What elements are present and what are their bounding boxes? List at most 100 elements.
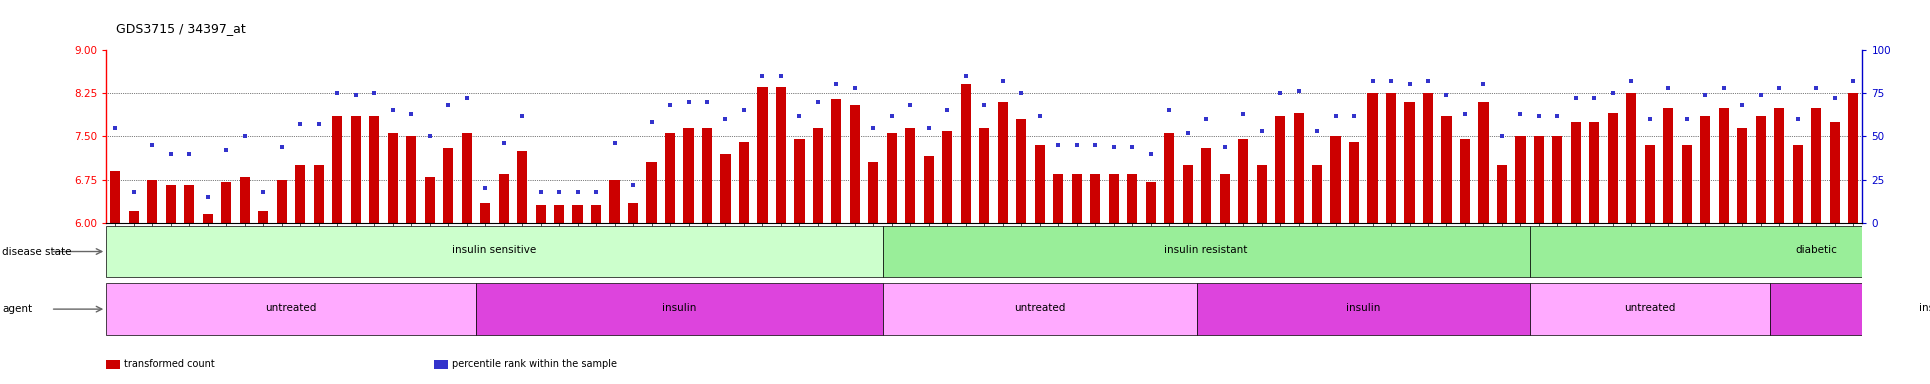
Bar bbox=[1034, 145, 1044, 223]
Text: transformed count: transformed count bbox=[124, 359, 214, 369]
Text: insulin: insulin bbox=[1918, 303, 1930, 313]
Bar bbox=[666, 134, 675, 223]
Bar bbox=[739, 142, 749, 223]
Bar bbox=[1849, 93, 1859, 223]
Bar bbox=[388, 134, 398, 223]
Bar bbox=[477, 283, 882, 335]
Point bbox=[469, 185, 500, 191]
Point bbox=[1025, 113, 1056, 119]
Bar bbox=[1793, 145, 1803, 223]
Point bbox=[1781, 116, 1812, 122]
Bar bbox=[776, 88, 786, 223]
Point bbox=[1098, 144, 1129, 150]
Point bbox=[932, 108, 963, 114]
Point bbox=[1154, 108, 1185, 114]
Point bbox=[1542, 113, 1573, 119]
Point bbox=[969, 102, 1000, 108]
Point bbox=[950, 73, 980, 79]
Point bbox=[1598, 90, 1629, 96]
Point bbox=[1635, 116, 1666, 122]
Bar bbox=[1515, 136, 1525, 223]
Bar bbox=[259, 211, 268, 223]
Bar bbox=[832, 99, 841, 223]
Bar bbox=[627, 203, 639, 223]
Point bbox=[988, 78, 1019, 84]
Point bbox=[820, 81, 851, 88]
Bar bbox=[351, 116, 361, 223]
Bar bbox=[1422, 93, 1434, 223]
Bar bbox=[276, 180, 288, 223]
Bar bbox=[849, 104, 861, 223]
Point bbox=[637, 119, 668, 126]
Point bbox=[1079, 142, 1110, 148]
Bar bbox=[610, 180, 620, 223]
Point bbox=[784, 113, 814, 119]
Point bbox=[1283, 88, 1314, 94]
Text: insulin resistant: insulin resistant bbox=[1164, 245, 1249, 255]
Point bbox=[913, 125, 944, 131]
Bar bbox=[1530, 226, 1930, 277]
Point bbox=[562, 189, 593, 195]
Point bbox=[1745, 92, 1776, 98]
Point bbox=[1393, 81, 1424, 88]
Bar bbox=[1276, 116, 1285, 223]
Point bbox=[1172, 130, 1202, 136]
Point bbox=[1117, 144, 1148, 150]
Bar bbox=[1108, 174, 1119, 223]
Point bbox=[1691, 92, 1722, 98]
Bar bbox=[1330, 136, 1341, 223]
Bar bbox=[1164, 134, 1173, 223]
Bar bbox=[1681, 145, 1693, 223]
Bar bbox=[1054, 174, 1063, 223]
Bar bbox=[998, 102, 1007, 223]
Point bbox=[1301, 128, 1332, 134]
Point bbox=[876, 113, 907, 119]
Bar bbox=[166, 185, 176, 223]
Point bbox=[691, 99, 722, 105]
Bar bbox=[461, 134, 471, 223]
Bar bbox=[1720, 108, 1729, 223]
Point bbox=[376, 108, 407, 114]
Point bbox=[1210, 144, 1241, 150]
Point bbox=[544, 189, 575, 195]
Point bbox=[859, 125, 890, 131]
Point bbox=[1006, 90, 1036, 96]
Point bbox=[247, 189, 278, 195]
Point bbox=[766, 73, 797, 79]
Point bbox=[581, 189, 612, 195]
Bar bbox=[1588, 122, 1600, 223]
Point bbox=[193, 194, 224, 200]
Point bbox=[747, 73, 778, 79]
Bar bbox=[979, 127, 990, 223]
Bar bbox=[1664, 108, 1673, 223]
Point bbox=[396, 111, 427, 117]
Point bbox=[803, 99, 834, 105]
Bar bbox=[405, 136, 417, 223]
Point bbox=[1764, 85, 1795, 91]
Bar bbox=[868, 162, 878, 223]
Bar bbox=[498, 174, 510, 223]
Bar bbox=[683, 127, 693, 223]
Point bbox=[508, 113, 538, 119]
Point bbox=[1523, 113, 1554, 119]
Point bbox=[156, 151, 187, 157]
Point bbox=[654, 102, 685, 108]
Point bbox=[100, 125, 131, 131]
Bar bbox=[1552, 136, 1563, 223]
Bar bbox=[425, 177, 434, 223]
Bar bbox=[1571, 122, 1581, 223]
Text: untreated: untreated bbox=[1013, 303, 1065, 313]
Bar bbox=[1071, 174, 1083, 223]
Bar bbox=[886, 134, 897, 223]
Bar bbox=[332, 116, 342, 223]
Text: untreated: untreated bbox=[264, 303, 317, 313]
Bar bbox=[1608, 113, 1617, 223]
Point bbox=[1615, 78, 1646, 84]
Bar bbox=[942, 131, 951, 223]
Point bbox=[488, 140, 519, 146]
Point bbox=[1430, 92, 1461, 98]
Text: untreated: untreated bbox=[1625, 303, 1675, 313]
Bar bbox=[1830, 122, 1839, 223]
Bar bbox=[813, 127, 822, 223]
Text: insulin: insulin bbox=[1345, 303, 1380, 313]
